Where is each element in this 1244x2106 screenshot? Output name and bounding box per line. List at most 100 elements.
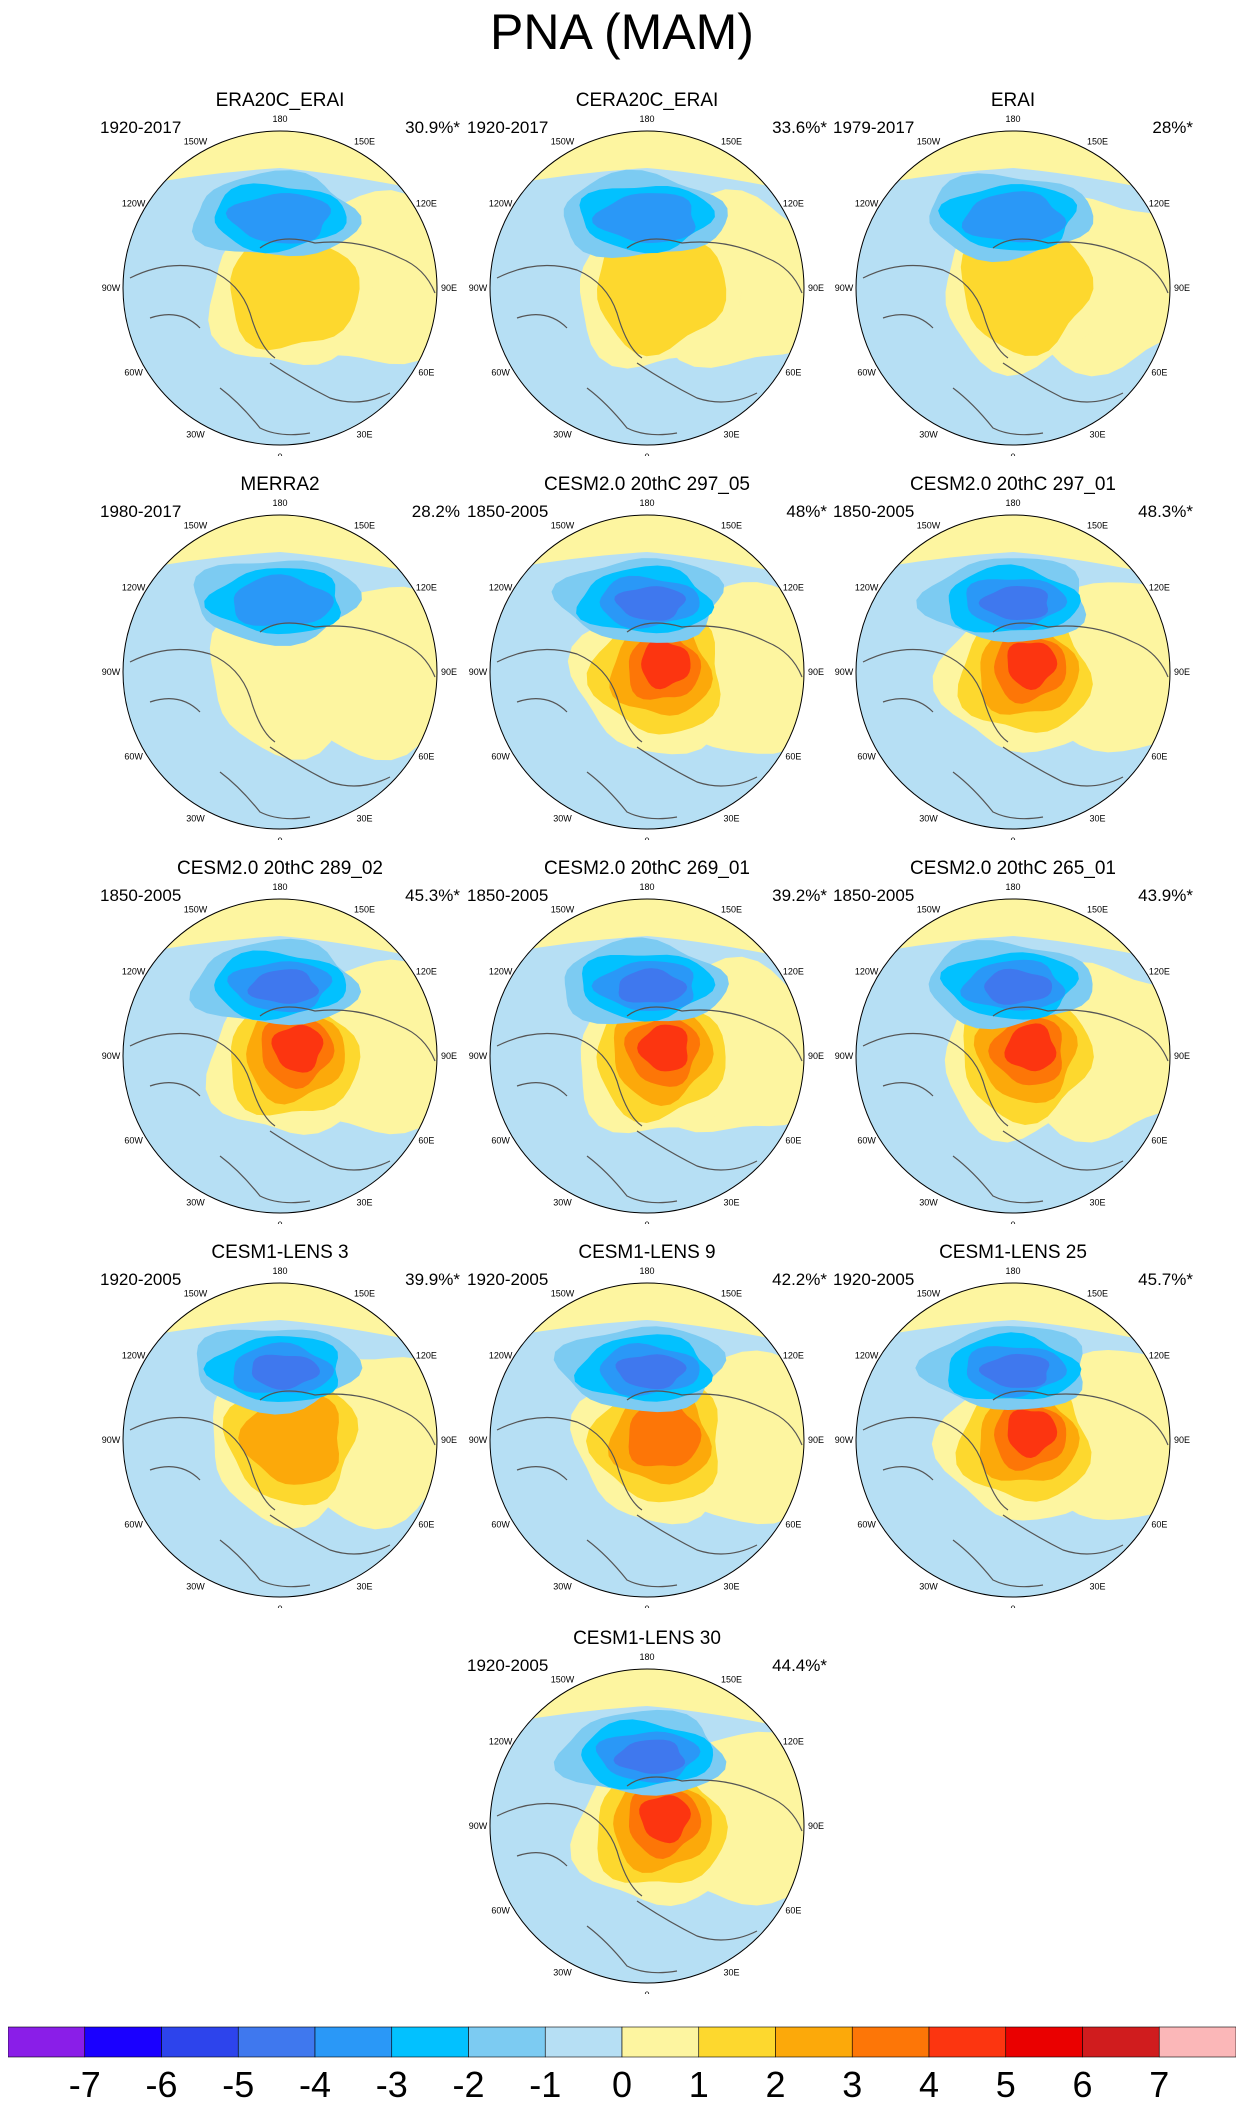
negative-anomaly-contour xyxy=(592,193,696,244)
colorbar-segment xyxy=(8,2026,86,2058)
longitude-label: 0 xyxy=(1010,836,1015,840)
panel-variance-explained: 48%* xyxy=(786,502,827,521)
positive-anomaly-contour xyxy=(597,226,727,357)
map-panel: CESM2.0 20thC 297_01 1850-2005 48.3%* 180 15… xyxy=(828,472,1198,840)
map-boundary xyxy=(855,1282,1171,1598)
coastline xyxy=(882,1082,934,1097)
panel-title: ERA20C_ERAI xyxy=(215,90,345,111)
coastline xyxy=(862,1416,1009,1511)
longitude-label: 90W xyxy=(102,667,121,677)
longitude-label: 30W xyxy=(186,1581,205,1591)
coastline xyxy=(516,1466,568,1481)
longitude-label: 120W xyxy=(489,1351,513,1361)
longitude-label: 90W xyxy=(835,283,854,293)
longitude-label: 150W xyxy=(551,137,575,147)
polar-map: 180 150E 120E 90E 60E 30E 0 30W 60W 90W 120W 150W xyxy=(102,1266,457,1608)
polar-map: 180 150E 120E 90E 60E 30E 0 30W 60W 90W 120W 150W xyxy=(469,1652,824,1994)
polar-map: 180 150E 120E 90E 60E 30E 0 30W 60W 90W 120W 150W xyxy=(102,114,457,456)
longitude-label: 30E xyxy=(723,429,739,439)
coastline xyxy=(219,1155,311,1204)
longitude-label: 150E xyxy=(1087,521,1108,531)
panel-variance-explained: 42.2%* xyxy=(772,1270,827,1289)
longitude-label: 0 xyxy=(277,1220,282,1224)
coastline xyxy=(1002,1514,1124,1555)
longitude-label: 180 xyxy=(1005,882,1020,892)
coastline xyxy=(626,1776,803,1832)
coastline xyxy=(219,1539,311,1588)
longitude-label: 0 xyxy=(277,452,282,456)
coastline xyxy=(496,1416,643,1511)
longitude-label: 120E xyxy=(1149,199,1170,209)
coastline xyxy=(586,1539,678,1588)
coastline xyxy=(269,1514,391,1555)
longitude-label: 180 xyxy=(1005,1266,1020,1276)
longitude-label: 90E xyxy=(441,283,457,293)
longitude-label: 120E xyxy=(416,199,437,209)
longitude-label: 120E xyxy=(783,199,804,209)
longitude-label: 120W xyxy=(489,1737,513,1747)
longitude-label: 180 xyxy=(272,114,287,124)
longitude-label: 120E xyxy=(1149,967,1170,977)
longitude-label: 60W xyxy=(857,1136,876,1146)
longitude-label: 150E xyxy=(354,521,375,531)
colorbar-tick-label: 6 xyxy=(1072,2064,1092,2101)
longitude-label: 30W xyxy=(186,1197,205,1207)
positive-anomaly-contour xyxy=(639,1795,691,1844)
coastline xyxy=(636,1514,758,1555)
longitude-label: 0 xyxy=(1010,1604,1015,1608)
coastline xyxy=(129,1032,276,1127)
longitude-label: 150E xyxy=(721,905,742,915)
longitude-label: 120W xyxy=(489,583,513,593)
colorbar-tick-label: 1 xyxy=(689,2064,709,2101)
negative-anomaly-contour xyxy=(251,1354,320,1390)
coastline xyxy=(259,1006,436,1062)
longitude-label: 90E xyxy=(808,1821,824,1831)
longitude-label: 90E xyxy=(1174,667,1190,677)
coastline xyxy=(129,1416,276,1511)
coastline xyxy=(952,1155,1044,1204)
panel-title: CESM1-LENS 25 xyxy=(939,1242,1087,1263)
longitude-label: 90W xyxy=(102,1051,121,1061)
longitude-label: 120E xyxy=(1149,1351,1170,1361)
longitude-label: 30W xyxy=(919,429,938,439)
longitude-label: 90E xyxy=(1174,1435,1190,1445)
longitude-label: 60W xyxy=(124,752,143,762)
coastline xyxy=(129,264,276,359)
map-panel: CESM1-LENS 3 1920-2005 39.9%* 180 150E 120E 90… xyxy=(95,1240,465,1608)
panel-period: 1920-2017 xyxy=(100,118,182,137)
longitude-label: 120E xyxy=(1149,583,1170,593)
negative-anomaly-contour xyxy=(961,191,1067,243)
colorbar-tick-label: -7 xyxy=(69,2064,101,2101)
longitude-label: 90E xyxy=(808,667,824,677)
longitude-label: 150E xyxy=(354,905,375,915)
longitude-label: 30E xyxy=(1089,813,1105,823)
map-panel: CERA20C_ERAI 1920-2017 33.6%* 180 150E 120E 90… xyxy=(462,88,832,456)
longitude-label: 30E xyxy=(356,429,372,439)
coastline xyxy=(269,746,391,787)
longitude-label: 90W xyxy=(469,1821,488,1831)
longitude-label: 180 xyxy=(639,1652,654,1662)
map-boundary xyxy=(855,130,1171,446)
colorbar-segment xyxy=(161,2026,239,2058)
coastline xyxy=(149,1466,201,1481)
polar-map: 180 150E 120E 90E 60E 30E 0 30W 60W 90W 120W 150W xyxy=(835,1266,1190,1608)
longitude-label: 30E xyxy=(356,1581,372,1591)
coastline xyxy=(586,771,678,820)
longitude-label: 30E xyxy=(1089,1581,1105,1591)
negative-anomaly-contour xyxy=(233,574,334,626)
colorbar-tick-label: 2 xyxy=(765,2064,785,2101)
longitude-label: 120E xyxy=(416,967,437,977)
panel-period: 1850-2005 xyxy=(833,886,915,905)
longitude-label: 0 xyxy=(1010,452,1015,456)
map-panel: CESM2.0 20thC 297_05 1850-2005 48%* 180 150E… xyxy=(462,472,832,840)
coastline xyxy=(1002,362,1124,403)
longitude-label: 0 xyxy=(1010,1220,1015,1224)
longitude-label: 60W xyxy=(857,1520,876,1530)
longitude-label: 150W xyxy=(184,905,208,915)
coastline xyxy=(149,314,201,329)
longitude-label: 180 xyxy=(272,498,287,508)
longitude-label: 90E xyxy=(808,283,824,293)
colorbar-tick-label: -2 xyxy=(452,2064,484,2101)
coastline xyxy=(992,238,1169,294)
longitude-label: 0 xyxy=(277,1604,282,1608)
